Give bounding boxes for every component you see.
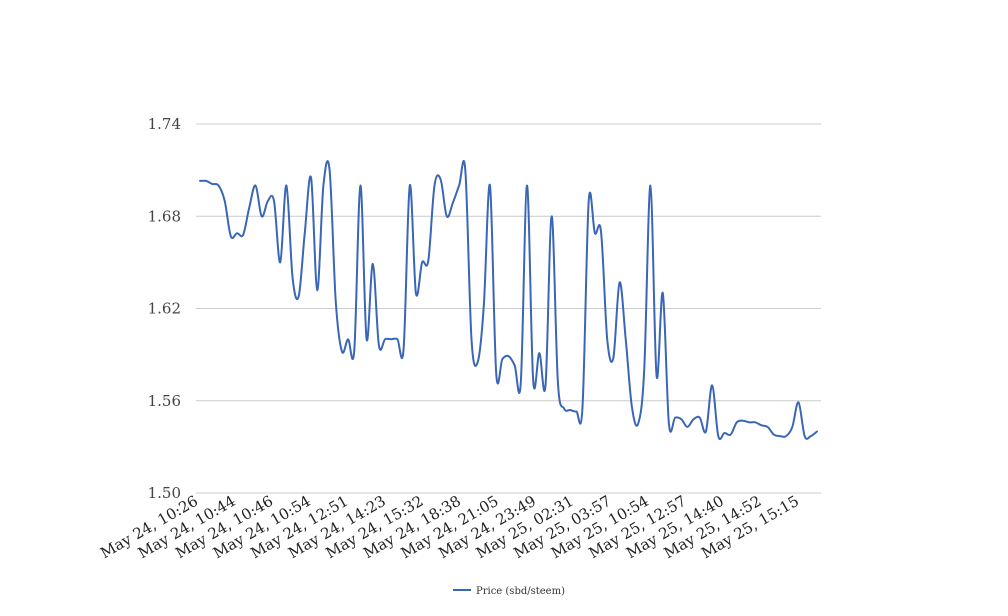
gridlines (196, 123, 821, 494)
legend[interactable]: Price (sbd/steem) (453, 586, 565, 597)
y-axis-tick-labels: 1.74 1.68 1.62 1.56 1.50 (148, 115, 181, 502)
y-tick-label: 1.62 (148, 300, 181, 318)
y-tick-label: 1.74 (148, 115, 181, 133)
series-layer (199, 160, 818, 441)
y-tick-label: 1.56 (148, 392, 181, 410)
legend-label-price: Price (sbd/steem) (476, 586, 565, 597)
series-line-price (199, 160, 818, 441)
y-tick-label: 1.68 (148, 207, 181, 225)
y-tick-label: 1.50 (148, 484, 181, 502)
